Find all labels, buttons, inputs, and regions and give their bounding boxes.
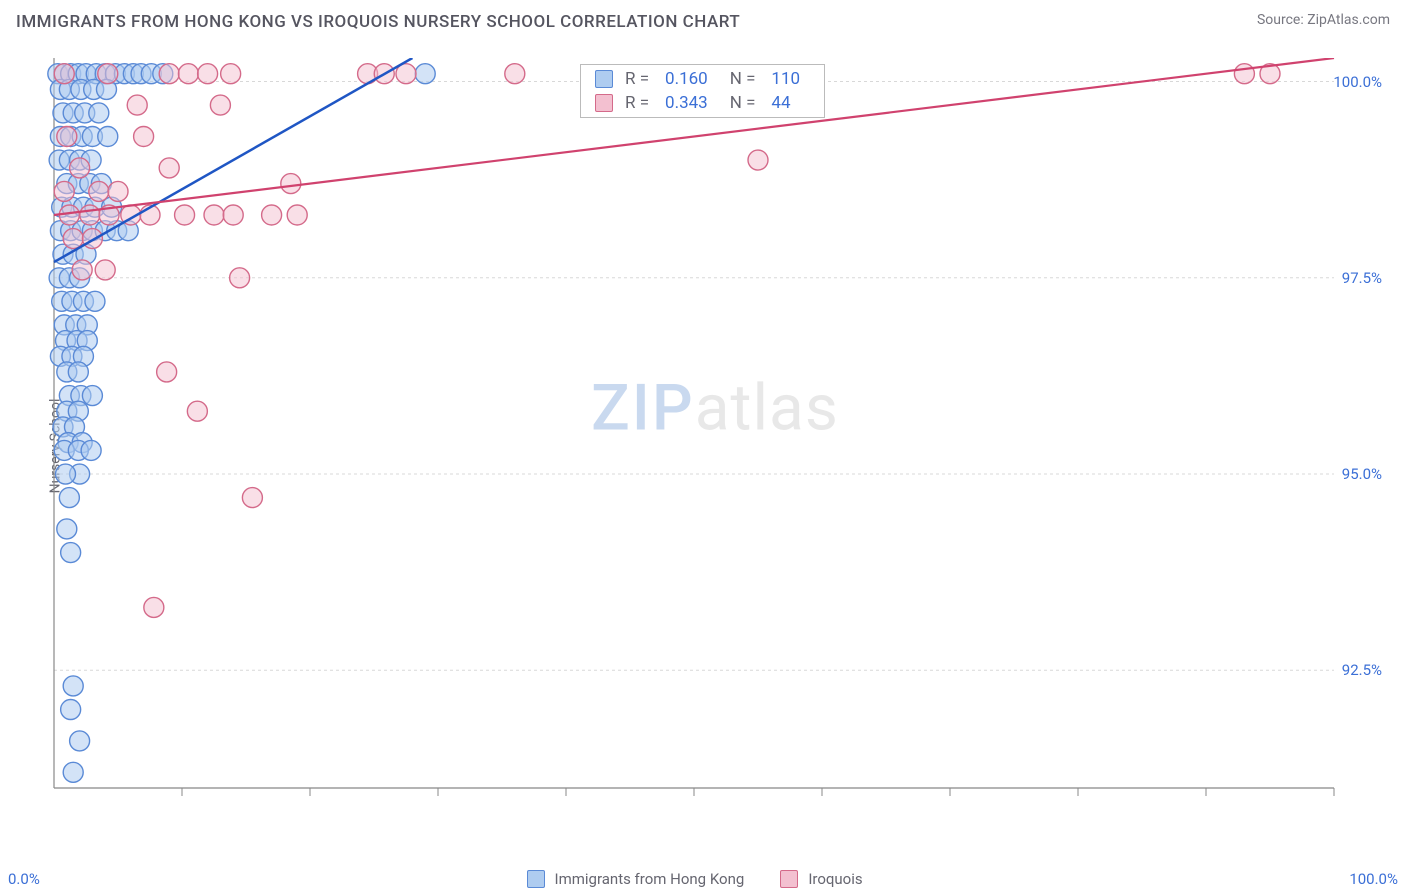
source-label: Source: ZipAtlas.com: [1257, 12, 1390, 28]
x-axis-row: 0.0% Immigrants from Hong Kong Iroquois 1…: [0, 870, 1406, 888]
stats-n-label: N =: [730, 69, 756, 89]
y-tick-label: 95.0%: [1342, 465, 1382, 483]
stats-legend-row: R = 0.343 N = 44: [581, 91, 824, 115]
stats-r-label: R =: [625, 69, 649, 89]
stats-legend-box: R = 0.160 N = 110 R = 0.343 N = 44: [580, 64, 825, 118]
stats-r-value: 0.343: [665, 93, 708, 113]
stats-n-label: N =: [730, 93, 756, 113]
stats-r-value: 0.160: [665, 69, 708, 89]
chart-title: IMMIGRANTS FROM HONG KONG VS IROQUOIS NU…: [16, 12, 740, 32]
stats-r-label: R =: [625, 93, 649, 113]
stats-n-value: 110: [771, 69, 800, 89]
y-tick-label: 92.5%: [1342, 661, 1382, 679]
chart-area: ZIPatlas R =0.160N =110R =0.343N =44 92.…: [40, 58, 1390, 818]
legend-swatch: [595, 94, 613, 112]
stats-legend-row: R = 0.160 N = 110: [581, 67, 824, 91]
legend-swatch: [780, 870, 798, 888]
x-axis-legend: Immigrants from Hong Kong Iroquois: [527, 870, 863, 888]
y-tick-label: 97.5%: [1342, 269, 1382, 287]
x-axis-max-label: 100.0%: [1349, 870, 1398, 888]
legend-swatch: [527, 870, 545, 888]
legend-item: Iroquois: [780, 870, 862, 888]
stats-n-value: 44: [771, 93, 790, 113]
legend-label: Immigrants from Hong Kong: [555, 870, 745, 888]
y-tick-label: 100.0%: [1333, 73, 1382, 91]
scatter-chart-svg: [40, 58, 1394, 818]
legend-item: Immigrants from Hong Kong: [527, 870, 745, 888]
legend-label: Iroquois: [808, 870, 862, 888]
legend-swatch: [595, 70, 613, 88]
x-axis-min-label: 0.0%: [8, 870, 40, 888]
